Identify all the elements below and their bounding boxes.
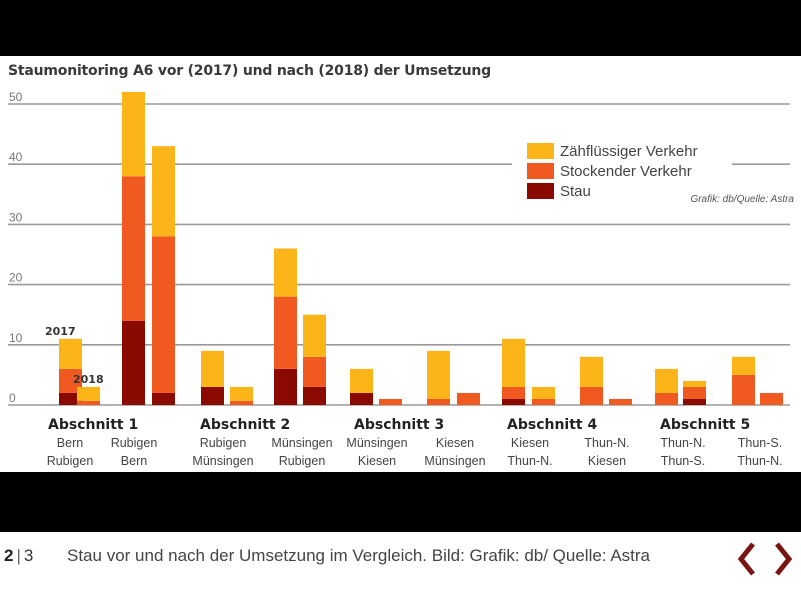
bar-segment-stockender-verkehr (303, 356, 326, 387)
chevron-left-icon (737, 542, 755, 576)
route-from-label: Bern (57, 436, 83, 450)
chart-svg: 0 10 20 30 40 50 2017 2018 Abschnitt 1 Bern Rubige… (8, 90, 796, 468)
bar-segment-z-hfl-ssiger-verkehr (502, 338, 525, 387)
route-to-label: Münsingen (192, 454, 253, 468)
section-label: Abschnitt 1 (48, 417, 138, 433)
section-label: Abschnitt 4 (507, 417, 597, 433)
bar-segment-z-hfl-ssiger-verkehr (732, 356, 755, 375)
bar-segment-stau (274, 368, 297, 405)
legend-swatch (527, 163, 554, 179)
bar-segment-z-hfl-ssiger-verkehr (77, 386, 100, 401)
bar-segment-stockender-verkehr (77, 400, 100, 405)
bar-segment-stau (502, 398, 525, 405)
bar-segment-stau (201, 386, 224, 405)
pager: 2 | 3 (4, 546, 33, 566)
bar-segment-stockender-verkehr (580, 386, 603, 405)
bar-segment-stockender-verkehr (274, 296, 297, 369)
route-from-label: Thun-N. (584, 436, 629, 450)
route-to-label: Thun-N. (507, 454, 552, 468)
chart-title: Staumonitoring A6 vor (2017) und nach (2… (8, 63, 491, 79)
bottom-black-band (0, 472, 801, 532)
bar-segment-z-hfl-ssiger-verkehr (122, 91, 145, 177)
chevron-right-icon (775, 542, 793, 576)
pager-current: 2 (4, 546, 14, 565)
route-from-label: Münsingen (271, 436, 332, 450)
bar-segment-z-hfl-ssiger-verkehr (350, 368, 373, 393)
route-from-label: Rubigen (111, 436, 158, 450)
section-label: Abschnitt 3 (354, 417, 444, 433)
bar-segment-stockender-verkehr (59, 368, 82, 393)
caption-bar: 2 | 3 Stau vor und nach der Umsetzung im V… (0, 532, 801, 610)
section-label: Abschnitt 5 (660, 417, 750, 433)
bar-segment-stockender-verkehr (457, 392, 480, 405)
source-note: Grafik: db/Quelle: Astra (690, 194, 794, 205)
route-from-label: Kiesen (511, 436, 549, 450)
section-label: Abschnitt 2 (200, 417, 290, 433)
bar-segment-stau (303, 386, 326, 405)
bar-segment-stau (683, 398, 706, 405)
bar-segment-stockender-verkehr (427, 398, 450, 405)
y-tick-label: 20 (9, 271, 23, 285)
route-to-label: Rubigen (47, 454, 94, 468)
bar-segment-z-hfl-ssiger-verkehr (274, 248, 297, 297)
bar-segment-stockender-verkehr (532, 398, 555, 405)
legend-swatch (527, 143, 554, 159)
bar-segment-z-hfl-ssiger-verkehr (427, 350, 450, 399)
route-from-label: Kiesen (436, 436, 474, 450)
bar-segment-z-hfl-ssiger-verkehr (59, 338, 82, 369)
bar-segment-stockender-verkehr (655, 392, 678, 405)
route-to-label: Münsingen (424, 454, 485, 468)
route-to-label: Rubigen (279, 454, 326, 468)
bar-segment-stockender-verkehr (609, 398, 632, 405)
route-from-label: Münsingen (346, 436, 407, 450)
route-to-label: Thun-N. (737, 454, 782, 468)
bar-segment-stau (350, 392, 373, 405)
legend-label: Stockender Verkehr (560, 163, 692, 180)
chart-container: Staumonitoring A6 vor (2017) und nach (2… (0, 56, 801, 472)
top-black-band (0, 0, 801, 56)
bar-segment-stockender-verkehr (683, 386, 706, 399)
bar-segment-z-hfl-ssiger-verkehr (201, 350, 224, 387)
bar-segment-z-hfl-ssiger-verkehr (655, 368, 678, 393)
legend-label: Zähflüssiger Verkehr (560, 143, 698, 160)
bar-segment-stau (59, 392, 82, 405)
route-to-label: Bern (121, 454, 147, 468)
bar-segment-stockender-verkehr (122, 176, 145, 321)
bar-segment-stockender-verkehr (230, 400, 253, 405)
bar-segment-z-hfl-ssiger-verkehr (580, 356, 603, 387)
bar-segment-z-hfl-ssiger-verkehr (683, 380, 706, 387)
y-tick-label: 10 (9, 331, 23, 345)
bar-segment-stockender-verkehr (379, 398, 402, 405)
route-from-label: Rubigen (200, 436, 247, 450)
route-to-label: Thun-S. (661, 454, 705, 468)
y-tick-label: 40 (9, 150, 23, 164)
note-background (734, 189, 796, 205)
legend-swatch (527, 183, 554, 199)
bar-segment-z-hfl-ssiger-verkehr (532, 386, 555, 399)
y-tick-label: 30 (9, 210, 23, 224)
bar-segment-stockender-verkehr (760, 392, 783, 405)
bar-segment-z-hfl-ssiger-verkehr (230, 386, 253, 401)
bar-segment-stau (122, 320, 145, 405)
route-from-label: Thun-N. (660, 436, 705, 450)
bar-segment-stockender-verkehr (732, 374, 755, 405)
previous-image-button[interactable] (734, 540, 760, 578)
route-to-label: Kiesen (588, 454, 626, 468)
next-image-button[interactable] (770, 540, 796, 578)
pager-separator: | (16, 546, 21, 565)
y-tick-label: 50 (9, 90, 23, 104)
year-label-2018: 2018 (73, 373, 104, 386)
bar-segment-stau (152, 392, 175, 405)
year-label-2017: 2017 (45, 325, 76, 338)
route-from-label: Thun-S. (738, 436, 782, 450)
bar-segment-stockender-verkehr (502, 386, 525, 399)
route-to-label: Kiesen (358, 454, 396, 468)
image-caption: Stau vor und nach der Umsetzung im Vergl… (67, 546, 651, 565)
bar-segment-z-hfl-ssiger-verkehr (152, 146, 175, 237)
pager-total: 3 (23, 546, 34, 565)
legend-label: Stau (560, 183, 591, 200)
y-tick-label: 0 (9, 391, 16, 405)
bar-segment-z-hfl-ssiger-verkehr (303, 314, 326, 357)
bar-segment-stockender-verkehr (152, 236, 175, 393)
